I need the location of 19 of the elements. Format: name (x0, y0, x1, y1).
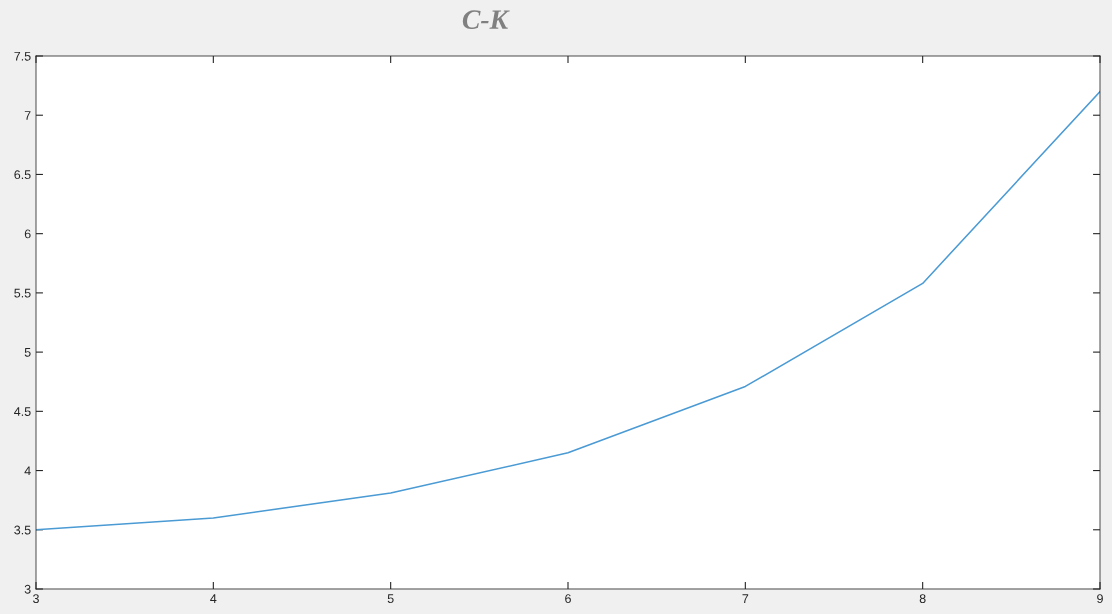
y-tick-label: 7.5 (14, 51, 31, 61)
y-tick-label: 6 (24, 229, 31, 239)
x-tick-label: 9 (1097, 594, 1103, 604)
x-tick-label: 5 (387, 594, 394, 604)
y-tick-label: 5.5 (14, 288, 31, 298)
y-tick-label: 7 (24, 111, 31, 120)
x-tick-label: 8 (919, 594, 926, 604)
y-tick-label: 6.5 (14, 170, 31, 180)
y-tick-label: 4 (24, 466, 31, 476)
y-tick-label: 3 (24, 584, 31, 594)
x-tick-label: 4 (210, 594, 217, 603)
line-series (36, 90, 1100, 531)
x-tick-label: 3 (33, 594, 39, 604)
chart-title: C-K (462, 10, 510, 29)
x-tick-label: 6 (565, 594, 571, 604)
y-tick-label: 4.5 (14, 407, 31, 416)
x-tick-label: 7 (742, 594, 749, 603)
y-tick-label: 5 (24, 348, 31, 357)
y-tick-label: 3.5 (14, 525, 31, 535)
